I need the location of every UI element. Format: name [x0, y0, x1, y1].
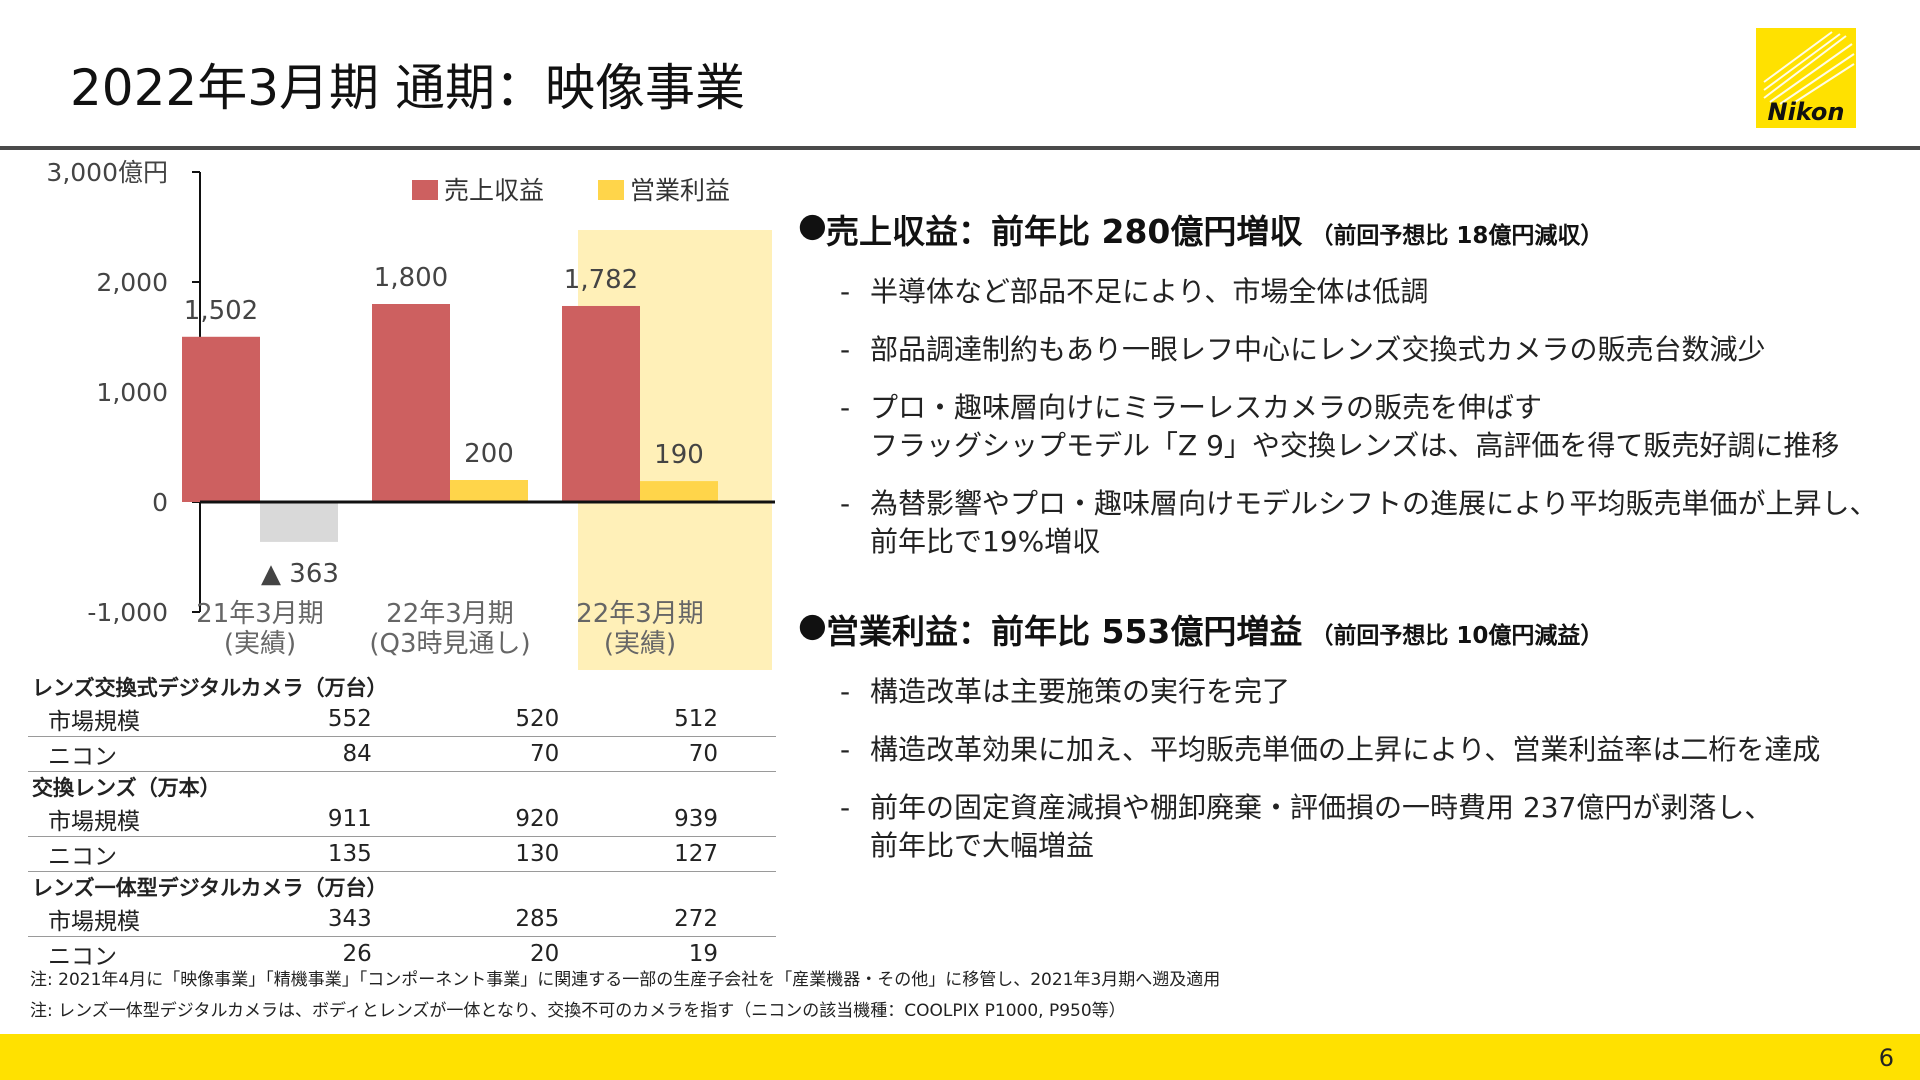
x-tick-label: (実績): [224, 629, 296, 659]
table-row: 市場規模 343 285 272: [28, 902, 776, 937]
bullet-item: - 構造改革は主要施策の実行を完了: [840, 675, 1291, 708]
y-tick-label: -1,000: [87, 598, 168, 627]
data-label-profit: 190: [654, 440, 704, 470]
bar-profit: [260, 502, 338, 542]
bullet-item: - 為替影響やプロ・趣味層向けモデルシフトの進展により平均販売単価が上昇し、 前年比…: [840, 487, 1878, 558]
x-tick-label: 22年3月期: [386, 599, 514, 629]
footnote: 注: レンズ一体型デジタルカメラは、ボディとレンズが一体となり、交換不可のカメラ…: [30, 1001, 1126, 1021]
x-tick-label: (Q3時見通し): [369, 629, 530, 659]
bullet-item: - 構造改革効果に加え、平均販売単価の上昇により、営業利益率は二桁を達成: [840, 733, 1821, 766]
nikon-logo: Nikon: [1756, 28, 1856, 128]
data-label-revenue: 1,782: [564, 265, 638, 295]
y-tick-label: 3,000億円: [46, 158, 168, 187]
bullet-head-text: 売上収益：前年比 280億円増収: [826, 212, 1303, 251]
table-group-header: 交換レンズ（万本）: [32, 776, 221, 800]
table-row: ニコン 26 20 19: [48, 941, 718, 970]
y-tick-label: 2,000: [96, 268, 168, 297]
x-tick-label: (実績): [604, 629, 676, 659]
table-group-header: レンズ一体型デジタルカメラ（万台）: [32, 876, 388, 900]
y-tick-label: 0: [152, 488, 168, 517]
data-label-revenue: 1,502: [184, 296, 258, 326]
legend-label-revenue: 売上収益: [444, 176, 544, 205]
footnote: 注: 2021年4月に「映像事業」「精機事業」「コンポーネント事業」に関連する一…: [30, 970, 1221, 990]
bar-chart: 3,000億円 2,000 1,000 0 -1,000 1,502 ▲ 363 21年3月期…: [46, 158, 775, 670]
bullet-revenue: ● 売上収益：前年比 280億円増収 （前回予想比 18億円減収） - 半導体など部…: [798, 205, 1898, 561]
y-tick-label: 1,000: [96, 378, 168, 407]
x-tick-label: 21年3月期: [196, 599, 324, 629]
bullet-note: （前回予想比 18億円減収）: [1310, 223, 1604, 249]
market-table: レンズ交換式デジタルカメラ（万台） 市場規模 552 520 512 ニコン 84 70 70 交…: [28, 672, 776, 971]
legend-label-profit: 営業利益: [630, 176, 730, 205]
page-number: 6: [1878, 1044, 1894, 1072]
bar-profit: [450, 480, 528, 502]
bar-revenue: [562, 305, 640, 502]
footnotes: 注: 2021年4月に「映像事業」「精機事業」「コンポーネント事業」に関連する一…: [30, 965, 1220, 1027]
bar-revenue: [182, 336, 260, 502]
page-title: 2022年3月期 通期：映像事業: [70, 59, 745, 117]
footer-bar: [0, 1034, 1920, 1080]
bullet-dot: ●: [798, 605, 827, 644]
legend-swatch-revenue: [412, 180, 438, 200]
x-tick-label: 22年3月期: [576, 599, 704, 629]
bullet-dot: ●: [798, 205, 827, 244]
data-label-profit: 200: [464, 439, 514, 469]
table-row: ニコン 135 130 127: [28, 836, 776, 872]
bullet-profit: ● 営業利益：前年比 553億円増益 （前回予想比 10億円減益） - 構造改革は主…: [798, 605, 1898, 865]
bullet-item: - 半導体など部品不足により、市場全体は低調: [840, 275, 1429, 308]
bullet-note: （前回予想比 10億円減益）: [1310, 623, 1604, 649]
header-rule: [0, 146, 1920, 150]
bar-revenue: [372, 304, 450, 502]
table-row: ニコン 84 70 70: [28, 736, 776, 772]
table-row: 市場規模 911 920 939: [28, 802, 776, 837]
legend-swatch-profit: [598, 180, 624, 200]
bar-profit: [640, 481, 718, 502]
bullet-head-text: 営業利益：前年比 553億円増益: [826, 612, 1303, 651]
logo-wordmark: Nikon: [1768, 98, 1845, 126]
table-row: 市場規模 552 520 512: [28, 702, 776, 737]
table-group-header: レンズ交換式デジタルカメラ（万台）: [32, 676, 388, 700]
data-label-revenue: 1,800: [374, 263, 448, 293]
commentary: ● 売上収益：前年比 280億円増収 （前回予想比 18億円減収） - 半導体など部…: [798, 205, 1898, 865]
bullet-item: - 前年の固定資産減損や棚卸廃棄・評価損の一時費用 237億円が剥落し、 前年比で大…: [840, 791, 1773, 862]
bullet-item: - 部品調達制約もあり一眼レフ中心にレンズ交換式カメラの販売台数減少: [840, 333, 1766, 366]
bullet-item: - プロ・趣味層向けにミラーレスカメラの販売を伸ばす フラッグシップモデル「Z 9」…: [840, 391, 1840, 462]
data-label-profit: ▲ 363: [261, 559, 339, 589]
